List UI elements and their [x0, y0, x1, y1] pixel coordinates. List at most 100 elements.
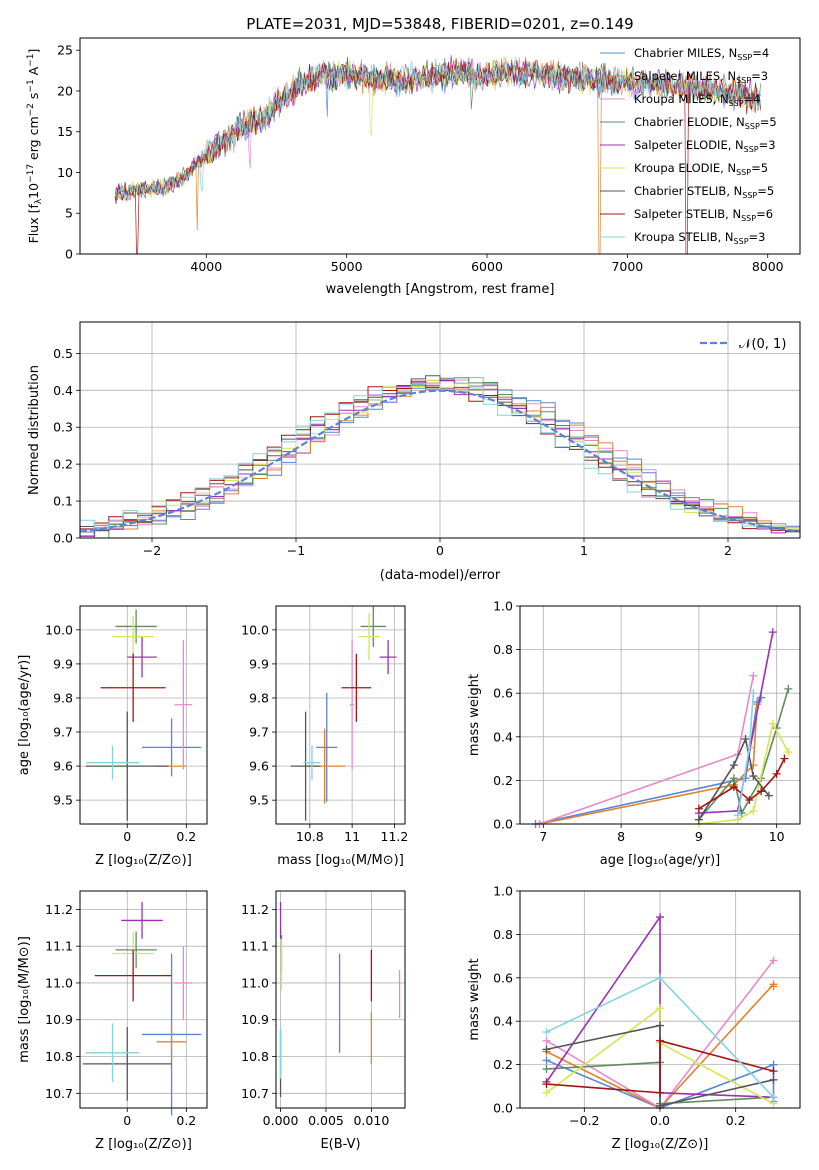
- weight-vs-age-xtick-label: 10: [769, 829, 785, 844]
- legend-label-sub: SSP: [744, 145, 759, 154]
- residuals-xtick-label: −2: [143, 543, 161, 558]
- residuals-ytick-label: 0.3: [53, 420, 73, 435]
- weight-vs-Z-marker: [769, 1067, 778, 1076]
- spectrum-lines: [114, 55, 761, 254]
- weight-vs-Z-marker: [656, 1021, 664, 1030]
- residuals-xtick-label: −1: [287, 543, 305, 558]
- weight-vs-Z-xtick-label: −0.2: [569, 1113, 599, 1128]
- legend-label: Kroupa STELIB, NSSP=3: [634, 230, 765, 246]
- spectrum-ylabel-part: ]: [26, 49, 41, 54]
- residuals-normal-curve: [80, 389, 800, 533]
- age-vs-Z-ytick-label: 10.0: [45, 622, 73, 637]
- age-vs-Z-ytick-label: 9.9: [53, 656, 73, 671]
- legend-label: Chabrier MILES, NSSP=4: [634, 46, 769, 62]
- weight-vs-age-marker: [780, 754, 789, 763]
- age-vs-Z-ytick-label: 9.7: [53, 725, 73, 740]
- age-vs-Z-xlabel: Z [log₁₀(Z/Z⊙)]: [95, 853, 192, 868]
- mass-vs-EBV-xtick-label: 0.010: [353, 1113, 389, 1128]
- age-vs-mass-ytick-label: 9.6: [249, 759, 269, 774]
- residuals-xtick-label: 2: [724, 543, 732, 558]
- mass-vs-Z-ylabel: mass [log₁₀(M/M⊙)]: [17, 936, 32, 1063]
- weight-vs-age-ytick-label: 1.0: [493, 599, 513, 614]
- spectrum-ylabel-part: −1: [26, 54, 36, 67]
- spectrum-ylabel-part: s: [26, 93, 41, 104]
- residuals-xlabel: (data-model)/error: [380, 568, 501, 583]
- age-vs-mass-axes: 10.8 11 11.2 9.5 9.6 9.7 9.8 9.9 10.0: [241, 606, 408, 844]
- weight-vs-Z-ytick-label: 0.0: [493, 1101, 513, 1116]
- weight-vs-age-ytick-label: 0.2: [493, 773, 513, 788]
- spectrum-ylabel-part: −17: [26, 164, 36, 183]
- weight-vs-age-ytick-label: 0.8: [493, 642, 513, 657]
- spectrum-ytick-label: 5: [65, 206, 73, 221]
- spectrum-line-8: [114, 58, 761, 205]
- weight-vs-Z-marker: [542, 1045, 551, 1054]
- weight-vs-age-marker: [729, 761, 738, 770]
- legend-label-sub: SSP: [742, 191, 757, 200]
- weight-vs-age-series-3: [698, 688, 790, 821]
- spectrum-ylabel-part: Flux [f: [26, 204, 41, 244]
- spectrum-ytick-label: 15: [57, 124, 73, 139]
- mass-vs-Z-ytick-label: 10.7: [45, 1086, 73, 1101]
- age-vs-mass-ytick-label: 9.7: [249, 725, 269, 740]
- mass-vs-Z-ytick-label: 11.2: [45, 902, 73, 917]
- spectrum-ytick-label: 10: [57, 165, 73, 180]
- weight-vs-Z-ytick-label: 0.4: [493, 1014, 513, 1029]
- weight-vs-age-marker: [749, 689, 758, 698]
- legend-label-value: =4: [752, 46, 769, 60]
- weight-vs-age-xtick-label: 9: [695, 829, 703, 844]
- weight-vs-age-marker: [741, 774, 750, 783]
- legend-label-sub: SSP: [737, 53, 752, 62]
- residuals-ytick-label: 0.4: [53, 383, 73, 398]
- age-vs-Z-xtick-label: 0: [123, 829, 131, 844]
- weight-vs-Z-marker: [656, 1088, 664, 1097]
- spectrum-ylabel-part: 10: [26, 183, 41, 199]
- spectrum-xtick-label: 5000: [331, 259, 363, 274]
- legend-label: Salpeter MILES, NSSP=3: [634, 69, 768, 85]
- residuals-frame: [79, 321, 801, 539]
- legend-label-sub: SSP: [736, 76, 751, 85]
- age-vs-Z-ylabel: age [log₁₀(age/yr)]: [17, 655, 32, 776]
- age-vs-mass-ytick-label: 10.0: [241, 622, 269, 637]
- age-vs-Z-points: [85, 609, 202, 821]
- age-vs-mass-xlabel: mass [log₁₀(M/M⊙)]: [277, 853, 404, 868]
- weight-vs-Z-marker: [656, 913, 664, 922]
- weight-vs-Z-marker: [656, 1036, 664, 1045]
- weight-vs-age-marker: [772, 769, 781, 778]
- residuals-xtick-label: 0: [436, 543, 444, 558]
- weight-vs-Z-marker: [769, 1093, 778, 1102]
- age-vs-Z-frame: [79, 605, 208, 825]
- legend-label-value: =5: [757, 184, 774, 198]
- weight-vs-age-marker: [749, 806, 758, 815]
- legend-label: Salpeter ELODIE, NSSP=3: [634, 138, 776, 154]
- weight-vs-age-marker: [784, 748, 793, 757]
- age-vs-mass-frame: [275, 605, 406, 825]
- mass-vs-Z-xlabel: Z [log₁₀(Z/Z⊙)]: [95, 1137, 192, 1152]
- mass-vs-Z-ytick-label: 11.0: [45, 975, 73, 990]
- weight-vs-Z-ylabel: mass weight: [467, 958, 482, 1040]
- weight-vs-age-marker: [733, 811, 742, 820]
- spectrum-xtick-label: 6000: [471, 259, 503, 274]
- mass-vs-EBV-ytick-label: 11.2: [241, 902, 269, 917]
- spectrum-ylabel: Flux [fλ10−17 erg cm−2 s−1 A−1]: [26, 49, 44, 244]
- age-vs-mass-points: [290, 606, 397, 821]
- weight-vs-age-marker: [694, 804, 703, 813]
- mass-vs-EBV-axes: 0.000 0.005 0.010 10.7 10.8 10.9 11.0 11.1 11.2: [241, 891, 405, 1128]
- weight-vs-Z-lines: [542, 913, 778, 1112]
- spectrum-xtick-label: 8000: [752, 259, 784, 274]
- legend-label-value: =4: [744, 92, 761, 106]
- weight-vs-age-marker: [768, 628, 777, 637]
- spectrum-xtick-label: 4000: [190, 259, 222, 274]
- mass-vs-EBV-xtick-label: 0.000: [263, 1113, 299, 1128]
- age-vs-mass-xtick-label: 10.8: [296, 829, 324, 844]
- age-vs-mass-xtick-label: 11: [344, 829, 360, 844]
- weight-vs-age-xtick-label: 8: [617, 829, 625, 844]
- mass-vs-EBV-xtick-label: 0.005: [308, 1113, 344, 1128]
- weight-vs-age-marker: [745, 796, 754, 805]
- weight-vs-age-marker: [694, 815, 703, 824]
- residuals-ytick-label: 0.1: [53, 494, 73, 509]
- weight-vs-age-series-7: [698, 758, 786, 810]
- mass-vs-Z-axes: 0 0.2 10.7 10.8 10.9 11.0 11.1 11.2: [45, 891, 207, 1128]
- weight-vs-age-ylabel: mass weight: [467, 674, 482, 756]
